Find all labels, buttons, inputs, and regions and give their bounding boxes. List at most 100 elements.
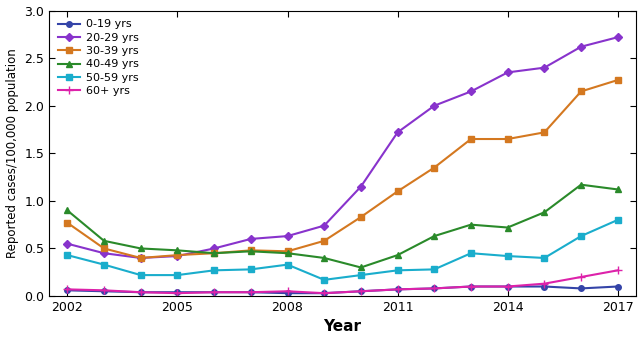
Line: 50-59 yrs: 50-59 yrs	[65, 217, 621, 283]
60+ yrs	[100, 288, 108, 292]
50-59 yrs	[541, 256, 548, 260]
40-49 yrs	[247, 249, 255, 253]
30-39 yrs	[504, 137, 512, 141]
60+ yrs	[394, 287, 401, 291]
60+ yrs	[614, 268, 621, 272]
30-39 yrs	[320, 239, 328, 243]
30-39 yrs	[247, 248, 255, 252]
20-29 yrs	[577, 45, 585, 49]
30-39 yrs	[284, 249, 291, 253]
X-axis label: Year: Year	[324, 320, 361, 335]
30-39 yrs	[173, 253, 181, 257]
Line: 60+ yrs: 60+ yrs	[63, 266, 622, 298]
60+ yrs	[137, 290, 144, 294]
0-19 yrs	[577, 286, 585, 290]
50-59 yrs	[173, 273, 181, 277]
20-29 yrs	[504, 70, 512, 74]
20-29 yrs	[64, 242, 71, 246]
50-59 yrs	[614, 218, 621, 222]
50-59 yrs	[467, 251, 475, 255]
20-29 yrs	[210, 246, 218, 251]
40-49 yrs	[467, 223, 475, 227]
0-19 yrs	[100, 289, 108, 293]
20-29 yrs	[320, 224, 328, 228]
Line: 0-19 yrs: 0-19 yrs	[65, 284, 621, 296]
60+ yrs	[467, 285, 475, 289]
50-59 yrs	[64, 253, 71, 257]
30-39 yrs	[430, 166, 438, 170]
20-29 yrs	[394, 130, 401, 134]
0-19 yrs	[357, 289, 365, 293]
0-19 yrs	[173, 290, 181, 294]
40-49 yrs	[394, 253, 401, 257]
60+ yrs	[357, 289, 365, 293]
0-19 yrs	[394, 287, 401, 291]
20-29 yrs	[541, 66, 548, 70]
50-59 yrs	[247, 267, 255, 271]
Y-axis label: Reported cases/100,000 population: Reported cases/100,000 population	[6, 48, 19, 258]
40-49 yrs	[320, 256, 328, 260]
20-29 yrs	[100, 251, 108, 255]
0-19 yrs	[247, 290, 255, 294]
40-49 yrs	[284, 251, 291, 255]
40-49 yrs	[430, 234, 438, 238]
20-29 yrs	[467, 89, 475, 94]
0-19 yrs	[504, 285, 512, 289]
40-49 yrs	[173, 248, 181, 252]
30-39 yrs	[64, 221, 71, 225]
40-49 yrs	[357, 266, 365, 270]
60+ yrs	[504, 285, 512, 289]
30-39 yrs	[100, 246, 108, 251]
30-39 yrs	[467, 137, 475, 141]
20-29 yrs	[247, 237, 255, 241]
40-49 yrs	[504, 225, 512, 230]
40-49 yrs	[100, 239, 108, 243]
0-19 yrs	[284, 291, 291, 295]
30-39 yrs	[577, 89, 585, 94]
0-19 yrs	[64, 288, 71, 292]
50-59 yrs	[394, 268, 401, 272]
0-19 yrs	[467, 285, 475, 289]
20-29 yrs	[357, 185, 365, 189]
30-39 yrs	[210, 251, 218, 255]
50-59 yrs	[100, 262, 108, 267]
0-19 yrs	[210, 290, 218, 294]
60+ yrs	[173, 291, 181, 295]
50-59 yrs	[320, 278, 328, 282]
0-19 yrs	[137, 290, 144, 294]
50-59 yrs	[430, 267, 438, 271]
0-19 yrs	[614, 285, 621, 289]
20-29 yrs	[614, 35, 621, 39]
40-49 yrs	[577, 183, 585, 187]
20-29 yrs	[430, 104, 438, 108]
20-29 yrs	[284, 234, 291, 238]
40-49 yrs	[64, 208, 71, 212]
20-29 yrs	[137, 256, 144, 260]
Line: 20-29 yrs: 20-29 yrs	[65, 34, 621, 261]
40-49 yrs	[210, 251, 218, 255]
50-59 yrs	[504, 254, 512, 258]
Line: 40-49 yrs: 40-49 yrs	[65, 182, 621, 270]
60+ yrs	[430, 286, 438, 290]
30-39 yrs	[137, 256, 144, 260]
30-39 yrs	[394, 189, 401, 193]
60+ yrs	[577, 275, 585, 279]
0-19 yrs	[541, 285, 548, 289]
40-49 yrs	[541, 210, 548, 214]
50-59 yrs	[357, 273, 365, 277]
50-59 yrs	[210, 268, 218, 272]
40-49 yrs	[614, 187, 621, 191]
60+ yrs	[247, 290, 255, 294]
60+ yrs	[541, 282, 548, 286]
60+ yrs	[320, 291, 328, 295]
Legend: 0-19 yrs, 20-29 yrs, 30-39 yrs, 40-49 yrs, 50-59 yrs, 60+ yrs: 0-19 yrs, 20-29 yrs, 30-39 yrs, 40-49 yr…	[55, 16, 142, 99]
60+ yrs	[284, 289, 291, 293]
Line: 30-39 yrs: 30-39 yrs	[65, 77, 621, 261]
50-59 yrs	[137, 273, 144, 277]
50-59 yrs	[577, 234, 585, 238]
60+ yrs	[64, 287, 71, 291]
30-39 yrs	[614, 78, 621, 82]
20-29 yrs	[173, 254, 181, 258]
0-19 yrs	[320, 291, 328, 295]
0-19 yrs	[430, 286, 438, 290]
